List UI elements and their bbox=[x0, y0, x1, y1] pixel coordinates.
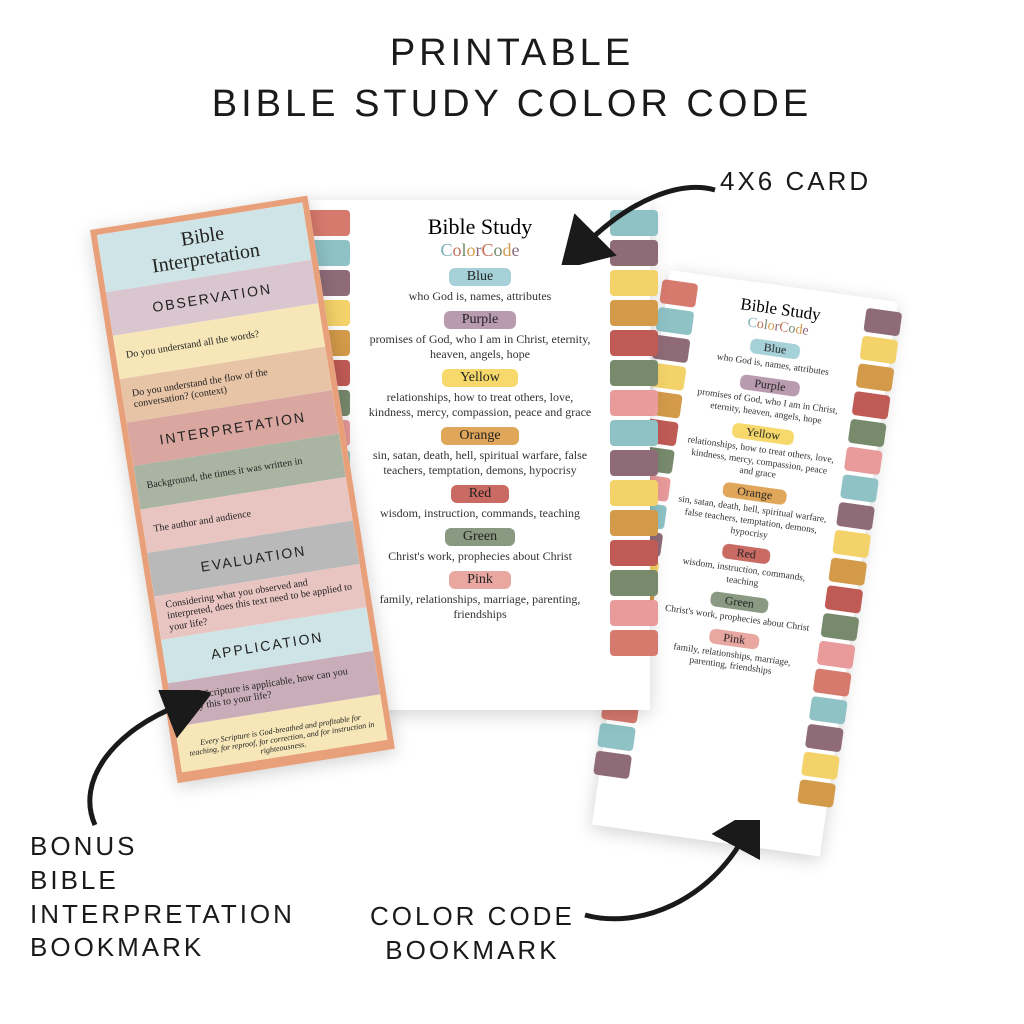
paint-stripe bbox=[610, 570, 658, 596]
paint-stripe bbox=[610, 360, 658, 386]
color-swatch-pink: Pink bbox=[449, 571, 511, 589]
color-code-row: Green Christ's work, prophecies about Chr… bbox=[368, 527, 592, 564]
annot-bonus-label: BONUS BIBLE INTERPRETATION BOOKMARK bbox=[30, 830, 295, 965]
color-description: Christ's work, prophecies about Christ bbox=[368, 549, 592, 564]
paint-stripe bbox=[610, 390, 658, 416]
subtitle-letter: o bbox=[452, 240, 461, 261]
paint-stripe bbox=[610, 450, 658, 476]
paint-stripe bbox=[856, 363, 895, 392]
color-code-row: Blue who God is, names, attributes bbox=[368, 267, 592, 304]
subtitle-letter: o bbox=[467, 240, 476, 261]
subtitle-letter: C bbox=[482, 240, 494, 261]
color-description: wisdom, instruction, commands, teaching bbox=[368, 506, 592, 521]
color-swatch-green: Green bbox=[445, 528, 515, 546]
subtitle-letter: C bbox=[440, 240, 452, 261]
paint-stripe bbox=[655, 307, 694, 336]
subtitle-letter: o bbox=[494, 240, 503, 261]
subtitle-letter: d bbox=[503, 240, 512, 261]
subtitle-letter: e bbox=[512, 240, 520, 261]
paint-stripe bbox=[809, 696, 848, 725]
color-swatch-yellow: Yellow bbox=[442, 369, 518, 387]
color-description: family, relationships, marriage, parenti… bbox=[655, 639, 807, 683]
paint-stripe bbox=[848, 419, 887, 448]
color-code-row: Orange sin, satan, death, hell, spiritual… bbox=[368, 426, 592, 478]
paint-stripe bbox=[805, 724, 844, 753]
color-code-row: Purple promises of God, who I am in Chris… bbox=[368, 310, 592, 362]
annot-card-label: 4X6 CARD bbox=[720, 165, 871, 199]
paint-stripe bbox=[863, 308, 902, 337]
color-description: family, relationships, marriage, parenti… bbox=[368, 592, 592, 622]
paint-stripe bbox=[610, 480, 658, 506]
paint-stripe bbox=[610, 300, 658, 326]
paint-stripe bbox=[797, 779, 836, 808]
arrow-to-card bbox=[560, 175, 730, 265]
color-swatch-red: Red bbox=[722, 543, 771, 564]
paint-stripe bbox=[824, 585, 863, 614]
paint-stripe bbox=[820, 613, 859, 642]
subtitle-letter: e bbox=[801, 323, 809, 340]
color-swatch-blue: Blue bbox=[449, 268, 511, 286]
annot-bookmark-label: COLOR CODE BOOKMARK bbox=[370, 900, 575, 968]
color-swatch-blue: Blue bbox=[749, 338, 801, 360]
color-description: sin, satan, death, hell, spiritual warfa… bbox=[368, 448, 592, 478]
color-code-row: Yellow relationships, how to treat others… bbox=[368, 368, 592, 420]
paint-stripe bbox=[610, 330, 658, 356]
paint-stripe bbox=[813, 668, 852, 697]
paint-stripe bbox=[593, 750, 632, 779]
paint-stripe bbox=[828, 557, 867, 586]
paint-stripe bbox=[844, 446, 883, 475]
paint-stripe bbox=[659, 279, 698, 308]
paint-stripe bbox=[610, 420, 658, 446]
color-code-row: Red wisdom, instruction, commands, teachi… bbox=[368, 484, 592, 521]
color-swatch-orange: Orange bbox=[441, 427, 518, 445]
paint-stripe bbox=[610, 540, 658, 566]
stripe-column-right bbox=[610, 210, 658, 656]
paint-stripe bbox=[801, 751, 840, 780]
arrow-to-bonus bbox=[60, 690, 210, 840]
paint-stripe bbox=[610, 510, 658, 536]
color-swatch-purple: Purple bbox=[444, 311, 517, 329]
color-description: promises of God, who I am in Christ, ete… bbox=[368, 332, 592, 362]
paint-stripe bbox=[597, 723, 636, 752]
paint-stripe bbox=[832, 530, 871, 559]
color-description: relationships, how to treat others, love… bbox=[368, 390, 592, 420]
color-code-row: Pink family, relationships, marriage, par… bbox=[368, 570, 592, 622]
paint-stripe bbox=[610, 630, 658, 656]
color-description: who God is, names, attributes bbox=[368, 289, 592, 304]
color-swatch-red: Red bbox=[451, 485, 510, 503]
paint-stripe bbox=[836, 502, 875, 531]
paint-stripe bbox=[610, 270, 658, 296]
paint-stripe bbox=[817, 640, 856, 669]
paint-stripe bbox=[610, 600, 658, 626]
paint-stripe bbox=[840, 474, 879, 503]
paint-stripe bbox=[852, 391, 891, 420]
paint-stripe bbox=[859, 335, 898, 364]
arrow-to-bookmark bbox=[570, 820, 760, 940]
mockup-canvas: Bible Study Color Code Bluewho God is, n… bbox=[0, 0, 1024, 1024]
color-swatch-pink: Pink bbox=[709, 628, 761, 650]
